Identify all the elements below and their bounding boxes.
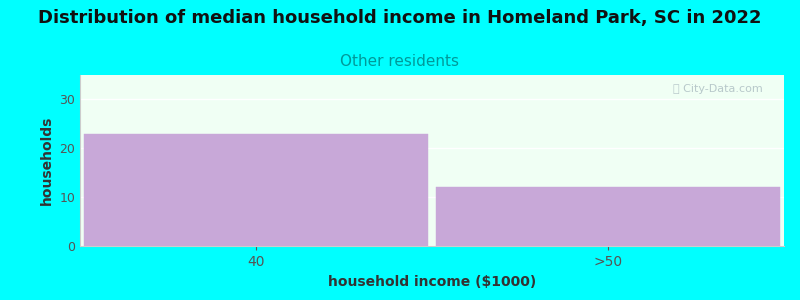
Text: Other residents: Other residents — [341, 54, 459, 69]
Bar — [435, 188, 781, 246]
Bar — [83, 134, 429, 246]
Text: ⓘ City-Data.com: ⓘ City-Data.com — [673, 83, 763, 94]
X-axis label: household income ($1000): household income ($1000) — [328, 274, 536, 289]
Text: Distribution of median household income in Homeland Park, SC in 2022: Distribution of median household income … — [38, 9, 762, 27]
Y-axis label: households: households — [40, 116, 54, 205]
